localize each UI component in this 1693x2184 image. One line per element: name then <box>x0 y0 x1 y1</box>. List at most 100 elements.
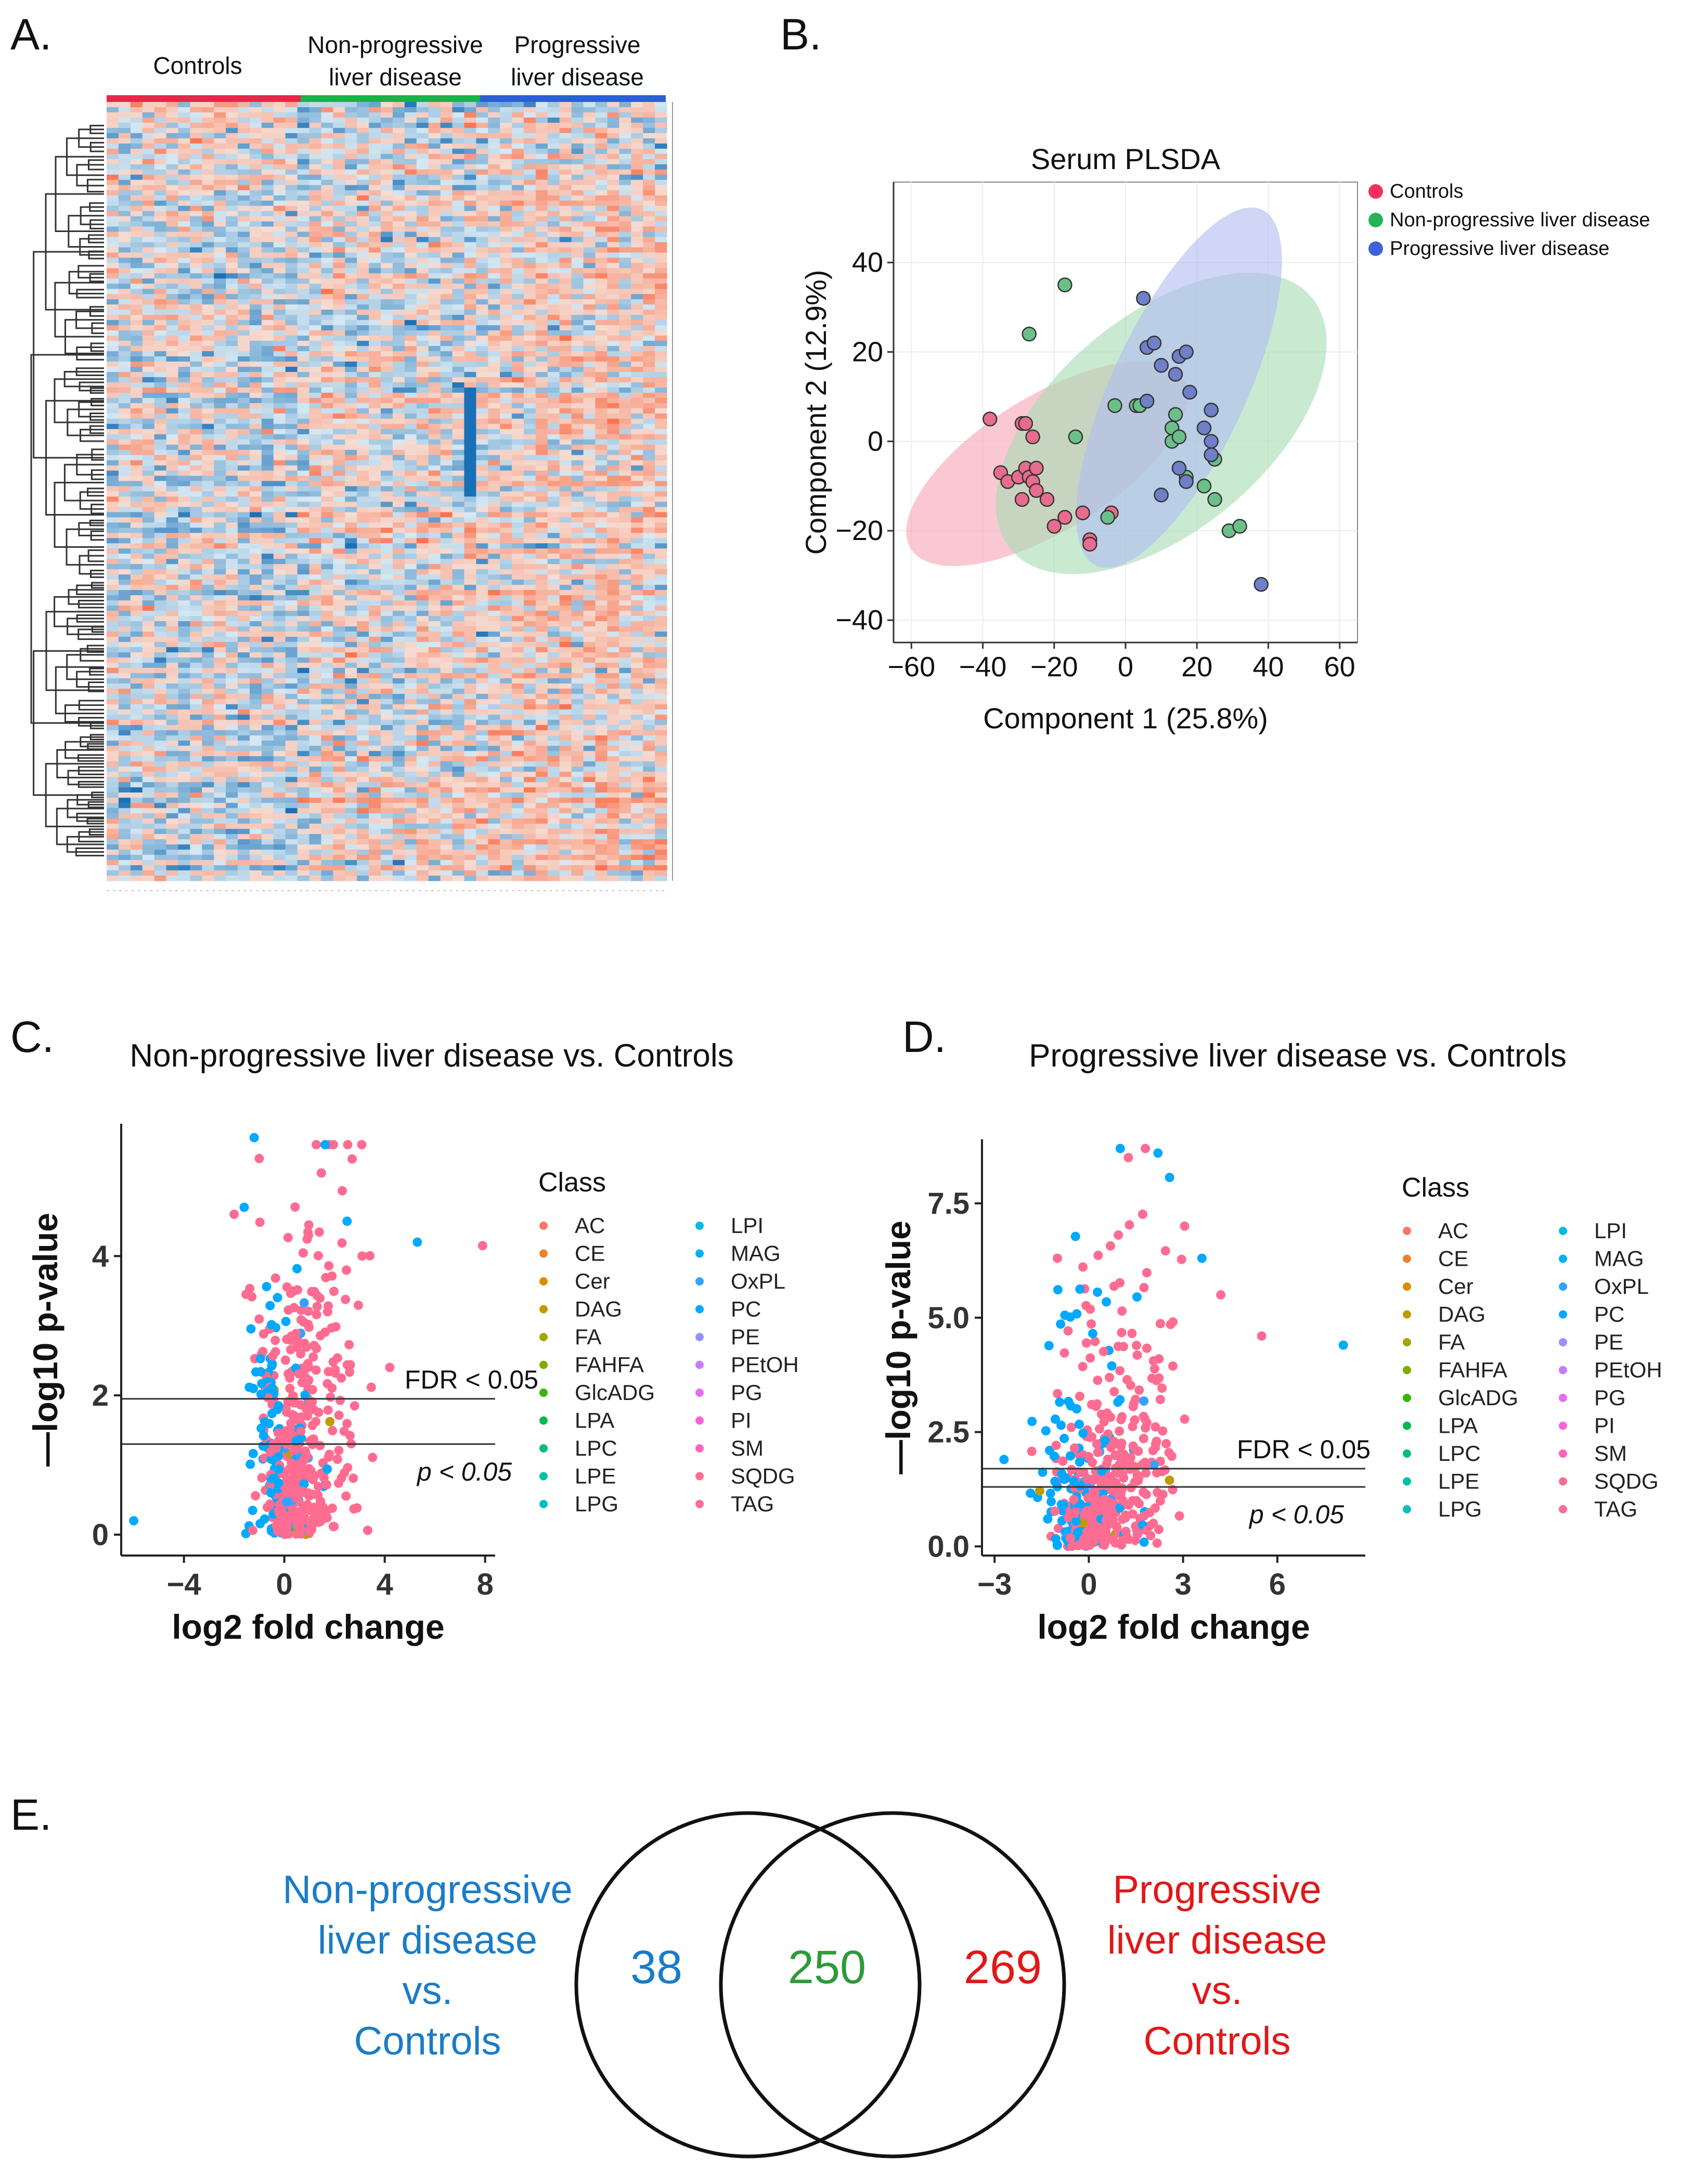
volcano-D-point <box>1093 1251 1103 1260</box>
plsda-point-1-2 <box>1068 429 1083 445</box>
volcano-D-legend-dot-14 <box>1559 1310 1567 1319</box>
volcano-D-p-label: p < 0.05 <box>1248 1500 1344 1529</box>
volcano-D-point <box>1087 1319 1096 1329</box>
volcano-C-point <box>298 1248 308 1258</box>
volcano-C-point <box>279 1510 289 1519</box>
volcano-D-point <box>1164 1448 1174 1458</box>
plsda-point-2-6 <box>1179 344 1194 359</box>
plsda-point-2-2 <box>1146 336 1162 351</box>
plsda-ytick-1: −20 <box>835 515 883 546</box>
volcano-D-point <box>1071 1516 1081 1526</box>
plsda-xtick-2: −20 <box>1030 651 1078 683</box>
volcano-C-legend-label-13: OxPL <box>731 1269 785 1293</box>
volcano-D-point <box>1153 1487 1162 1497</box>
volcano-C-point <box>328 1522 338 1532</box>
volcano-C-point <box>280 1355 290 1365</box>
volcano-D-point <box>1059 1433 1069 1443</box>
volcano-D-legend-label-3: DAG <box>1438 1302 1485 1327</box>
volcano-D-point <box>1142 1268 1152 1278</box>
volcano-C-point <box>337 1473 346 1483</box>
volcano-C-point <box>312 1343 321 1353</box>
plsda-xlabel: Component 1 (25.8%) <box>983 702 1268 735</box>
volcano-D-point <box>1072 1404 1081 1414</box>
volcano-D-point <box>1125 1220 1134 1230</box>
venn-right-circle <box>719 1811 1066 2159</box>
volcano-D-point <box>1078 1262 1088 1272</box>
volcano-D-point <box>1027 1417 1037 1427</box>
volcano-C-legend-dot-19 <box>695 1444 704 1453</box>
volcano-C-highlight-5 <box>477 1241 487 1251</box>
volcano-D-point <box>1128 1509 1138 1519</box>
plsda-title: Serum PLSDA <box>1031 143 1221 175</box>
volcano-D-point <box>1089 1495 1098 1505</box>
volcano-C-point <box>264 1419 274 1429</box>
plsda-point-1-15 <box>1232 519 1247 534</box>
volcano-D-legend-label-11: LPI <box>1594 1218 1627 1243</box>
volcano-D-point <box>1155 1395 1165 1405</box>
volcano-D-point <box>1093 1376 1103 1385</box>
volcano-D-point <box>1158 1426 1168 1436</box>
plsda-xtick-5: 40 <box>1252 651 1284 683</box>
volcano-C-xlabel: log2 fold change <box>172 1608 444 1646</box>
plsda-panel: −60 −40 −20 0 20 40 60 −40 −20 0 20 40 Serum PLSDA Co… <box>780 130 1693 754</box>
volcano-D-point <box>1067 1464 1077 1474</box>
venn-overlap-count: 250 <box>788 1942 866 1994</box>
volcano-D-point <box>1064 1396 1074 1406</box>
volcano-C-point <box>338 1186 347 1196</box>
plsda-point-1-13 <box>1207 492 1222 507</box>
volcano-D-point <box>1080 1510 1090 1520</box>
volcano-D-legend-dot-10 <box>1403 1505 1411 1513</box>
volcano-C-point <box>308 1352 318 1362</box>
volcano-C-point <box>334 1446 344 1455</box>
volcano-C-point <box>263 1502 272 1512</box>
volcano-C-legend-dot-14 <box>695 1305 704 1314</box>
volcano-D-point <box>1058 1500 1068 1510</box>
volcano-C-legend-dot-21 <box>695 1500 704 1508</box>
plsda-point-2-9 <box>1196 420 1212 435</box>
volcano-D-point <box>1160 1246 1170 1256</box>
volcano-D-point <box>1117 1540 1127 1550</box>
volcano-C-point <box>343 1140 353 1150</box>
volcano-C-legend-dot-16 <box>695 1360 704 1369</box>
volcano-D-legend-label-16: PEtOH <box>1594 1358 1662 1382</box>
volcano-D-point <box>1103 1454 1113 1464</box>
volcano-C-point <box>322 1379 332 1389</box>
volcano-D-point <box>1105 1372 1115 1382</box>
volcano-D-point <box>1076 1467 1085 1477</box>
volcano-D-point <box>1128 1422 1138 1431</box>
volcano-C-point <box>324 1261 334 1271</box>
volcano-C-point <box>328 1357 338 1367</box>
volcano-D-points <box>999 1144 1348 1551</box>
volcano-C-point <box>292 1264 302 1274</box>
volcano-C-point <box>266 1488 276 1498</box>
volcano-D-point <box>1090 1337 1100 1346</box>
volcano-C-point <box>289 1415 299 1424</box>
volcano-D-point <box>1111 1478 1121 1488</box>
volcano-C-point <box>251 1367 261 1377</box>
venn-left-count: 38 <box>630 1942 682 1994</box>
volcano-D-point <box>1117 1328 1127 1338</box>
volcano-C-point <box>286 1481 296 1491</box>
volcano-C-point <box>248 1506 257 1515</box>
volcano-D-legend-dot-18 <box>1559 1421 1567 1430</box>
volcano-D-point <box>1117 1306 1127 1316</box>
volcano-C-point <box>363 1525 372 1535</box>
plsda-ylabel: Component 2 (12.9%) <box>799 270 832 555</box>
volcano-d-panel: Progressive liver disease vs. Controls FD… <box>853 1035 1693 1680</box>
volcano-C-point <box>344 1340 354 1350</box>
volcano-D-legend-dot-5 <box>1403 1366 1411 1374</box>
volcano-D-legend-label-12: MAG <box>1594 1247 1644 1271</box>
volcano-C-point <box>312 1140 321 1150</box>
volcano-C-legend-dot-0 <box>539 1222 548 1230</box>
volcano-C-point <box>254 1314 264 1324</box>
volcano-C-point <box>324 1367 333 1377</box>
volcano-C-point <box>314 1407 324 1417</box>
volcano-C-point <box>331 1322 341 1332</box>
volcano-D-point <box>1154 1354 1164 1364</box>
volcano-D-point <box>1138 1209 1147 1219</box>
volcano-D-point <box>1115 1503 1124 1513</box>
volcano-D-point <box>1065 1533 1075 1543</box>
plsda-ytick-3: 20 <box>852 337 883 368</box>
volcano-C-highlight-0 <box>249 1133 259 1142</box>
volcano-C-point <box>311 1515 320 1525</box>
